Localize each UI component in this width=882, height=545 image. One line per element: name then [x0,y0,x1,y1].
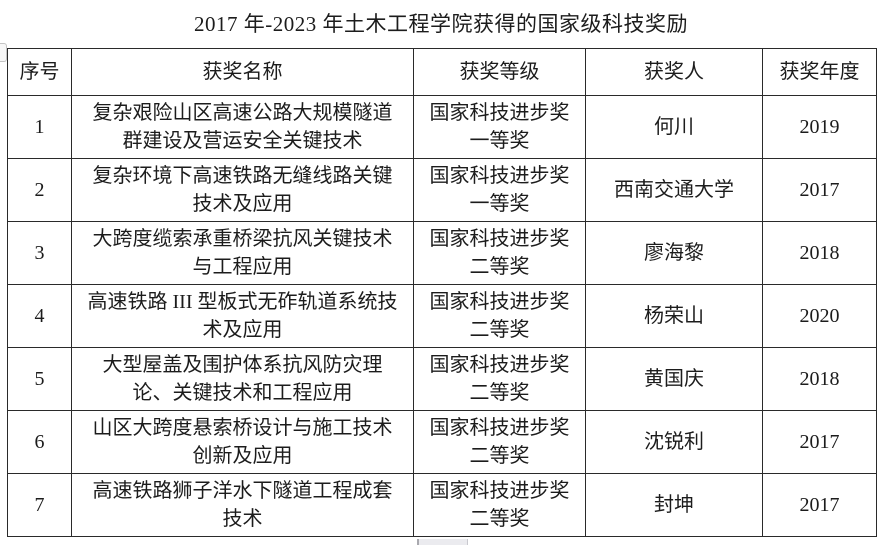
cell-level: 国家科技进步奖一等奖 [413,95,586,159]
cell-name: 山区大跨度悬索桥设计与施工技术创新及应用 [71,410,414,474]
cell-index: 1 [7,95,72,159]
table-row: 4 高速铁路 III 型板式无砟轨道系统技术及应用 国家科技进步奖二等奖 杨荣山… [7,284,877,348]
horizontal-scrollbar-thumb[interactable] [417,539,468,545]
cell-index: 6 [7,410,72,474]
awards-table: 序号 获奖名称 获奖等级 获奖人 获奖年度 1 复杂艰险山区高速公路大规模隧道群… [7,48,877,537]
cell-name: 高速铁路 III 型板式无砟轨道系统技术及应用 [71,284,414,348]
column-header-level: 获奖等级 [413,48,586,96]
cell-year: 2017 [762,158,877,222]
table-row: 2 复杂环境下高速铁路无缝线路关键技术及应用 国家科技进步奖一等奖 西南交通大学… [7,158,877,222]
cell-name: 高速铁路狮子洋水下隧道工程成套技术 [71,473,414,537]
cell-year: 2018 [762,347,877,411]
cell-index: 4 [7,284,72,348]
cell-name: 复杂环境下高速铁路无缝线路关键技术及应用 [71,158,414,222]
cell-level: 国家科技进步奖二等奖 [413,284,586,348]
table-body: 1 复杂艰险山区高速公路大规模隧道群建设及营运安全关键技术 国家科技进步奖一等奖… [7,95,877,537]
cell-level: 国家科技进步奖二等奖 [413,473,586,537]
cell-year: 2019 [762,95,877,159]
cell-recipient: 沈锐利 [585,410,763,474]
cell-year: 2020 [762,284,877,348]
table-row: 5 大型屋盖及围护体系抗风防灾理论、关键技术和工程应用 国家科技进步奖二等奖 黄… [7,347,877,411]
cell-index: 7 [7,473,72,537]
header-row: 序号 获奖名称 获奖等级 获奖人 获奖年度 [7,48,877,96]
cell-recipient: 黄国庆 [585,347,763,411]
table-row: 6 山区大跨度悬索桥设计与施工技术创新及应用 国家科技进步奖二等奖 沈锐利 20… [7,410,877,474]
cell-year: 2017 [762,410,877,474]
page-title: 2017 年-2023 年土木工程学院获得的国家级科技奖励 [194,12,688,36]
cell-year: 2017 [762,473,877,537]
cell-recipient: 杨荣山 [585,284,763,348]
cell-level: 国家科技进步奖一等奖 [413,158,586,222]
cell-name: 复杂艰险山区高速公路大规模隧道群建设及营运安全关键技术 [71,95,414,159]
table-row: 7 高速铁路狮子洋水下隧道工程成套技术 国家科技进步奖二等奖 封坤 2017 [7,473,877,537]
cell-name: 大型屋盖及围护体系抗风防灾理论、关键技术和工程应用 [71,347,414,411]
cell-recipient: 廖海黎 [585,221,763,285]
table-row: 1 复杂艰险山区高速公路大规模隧道群建设及营运安全关键技术 国家科技进步奖一等奖… [7,95,877,159]
cell-name: 大跨度缆索承重桥梁抗风关键技术与工程应用 [71,221,414,285]
cell-year: 2018 [762,221,877,285]
cell-index: 5 [7,347,72,411]
cell-recipient: 西南交通大学 [585,158,763,222]
cell-recipient: 何川 [585,95,763,159]
cell-index: 3 [7,221,72,285]
table-row: 3 大跨度缆索承重桥梁抗风关键技术与工程应用 国家科技进步奖二等奖 廖海黎 20… [7,221,877,285]
cell-level: 国家科技进步奖二等奖 [413,410,586,474]
cell-level: 国家科技进步奖二等奖 [413,347,586,411]
column-header-recipient: 获奖人 [585,48,763,96]
column-header-year: 获奖年度 [762,48,877,96]
cell-recipient: 封坤 [585,473,763,537]
column-header-index: 序号 [7,48,72,96]
table-header: 序号 获奖名称 获奖等级 获奖人 获奖年度 [7,48,877,96]
window-corner-artifact [0,43,7,62]
cell-index: 2 [7,158,72,222]
cell-level: 国家科技进步奖二等奖 [413,221,586,285]
column-header-name: 获奖名称 [71,48,414,96]
